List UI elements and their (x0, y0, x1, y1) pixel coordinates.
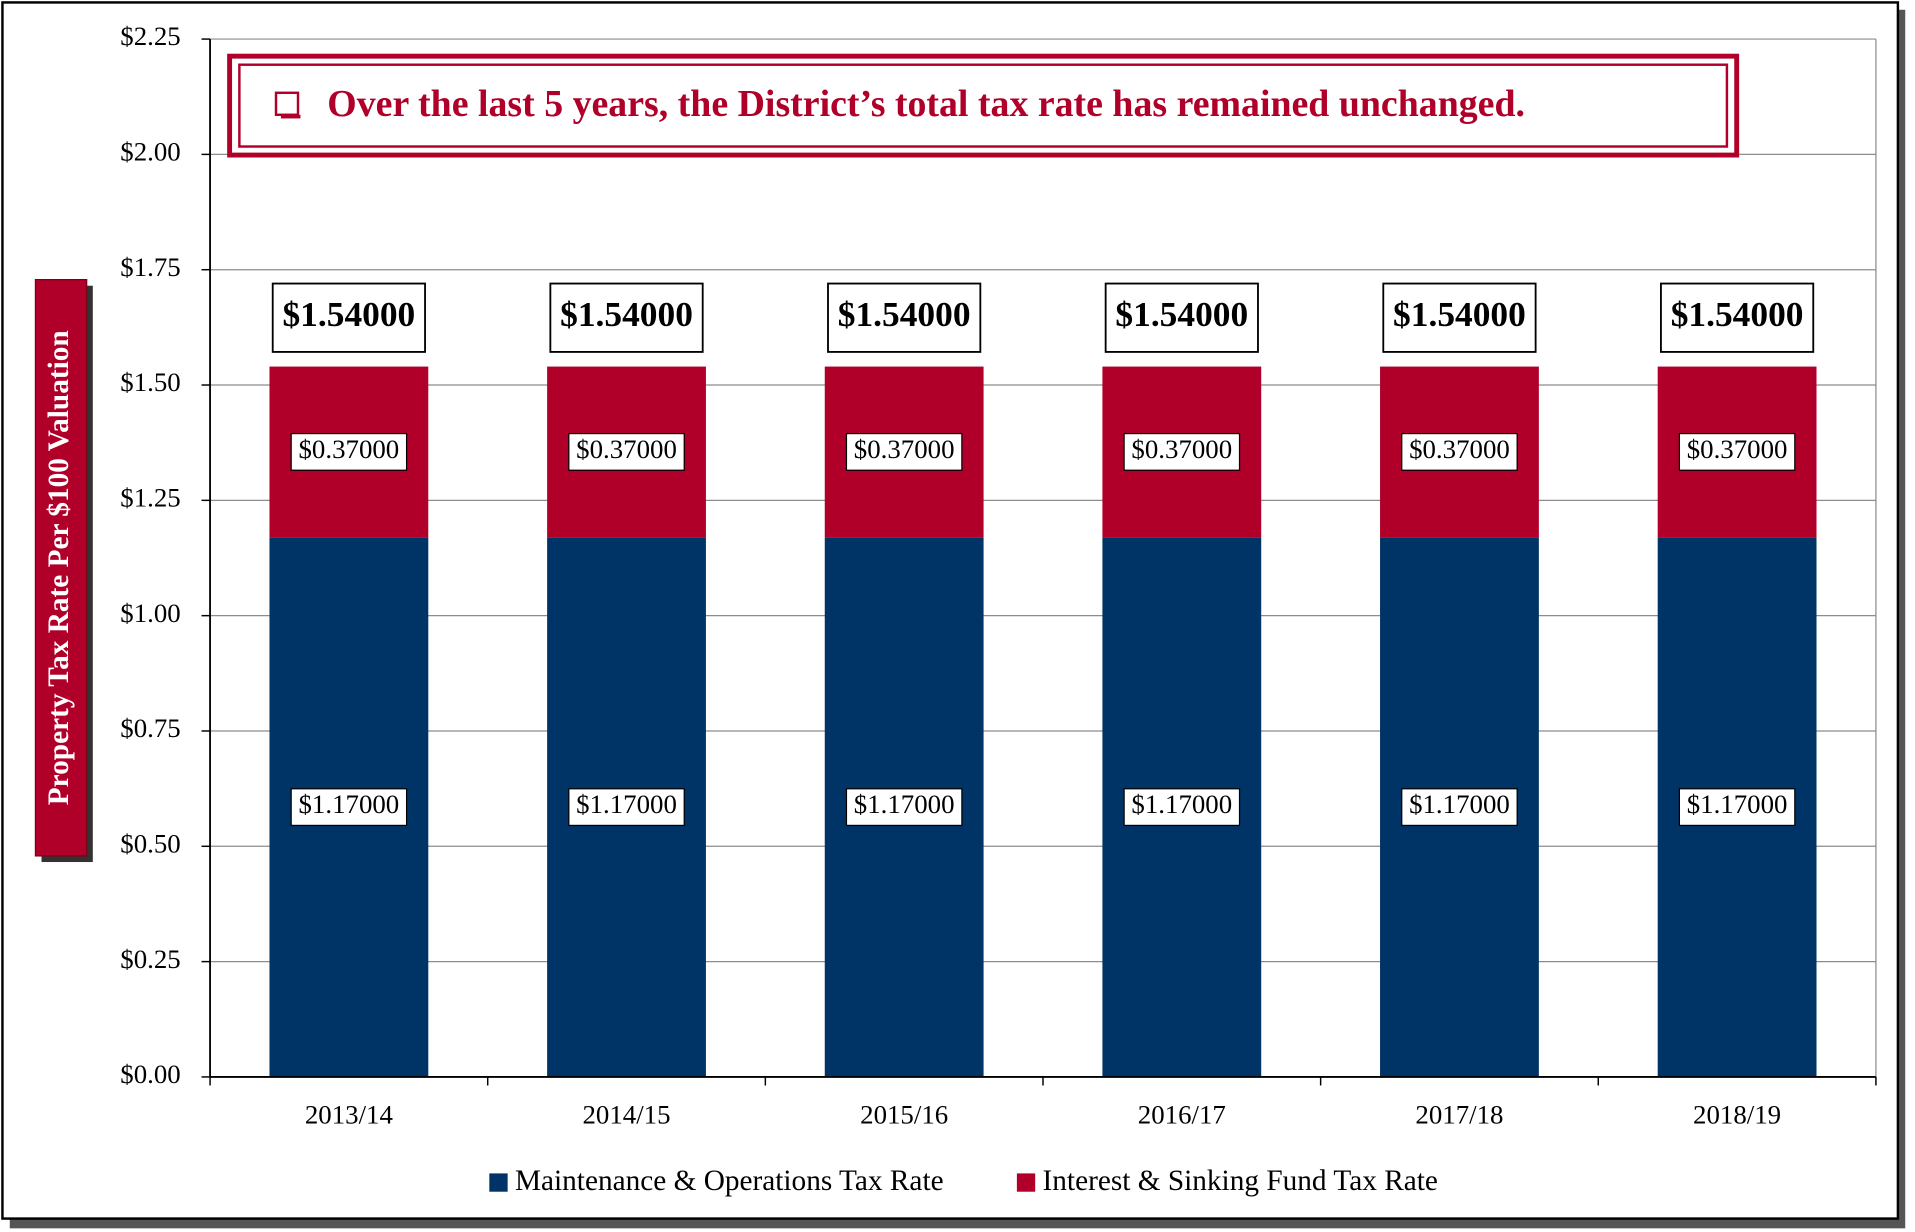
total-label-box (1104, 282, 1259, 353)
value-label: $0.37000 (299, 434, 400, 464)
value-label: $0.37000 (1131, 434, 1232, 464)
value-label: $0.37000 (854, 434, 955, 464)
legend-swatch (1016, 1173, 1036, 1192)
value-label-box (1401, 432, 1518, 471)
value-label-box (1678, 432, 1796, 471)
y-tick-label: $0.25 (120, 944, 180, 974)
x-tick-label: 2015/16 (860, 1099, 948, 1129)
value-label-box (845, 788, 963, 827)
total-label: $1.54000 (1393, 294, 1526, 334)
value-label-box (290, 432, 408, 471)
y-label-box (34, 279, 88, 857)
value-label: $0.37000 (576, 434, 677, 464)
value-label: $1.17000 (1409, 789, 1510, 819)
total-label-box (1382, 282, 1537, 353)
x-tick-label: 2014/15 (582, 1099, 670, 1129)
value-label-box (1401, 788, 1518, 827)
total-label: $1.54000 (282, 294, 415, 334)
value-label: $0.37000 (1687, 434, 1788, 464)
legend-item: Maintenance & Operations Tax Rate (489, 1165, 944, 1197)
x-tick-label: 2013/14 (305, 1099, 394, 1129)
value-label: $1.17000 (1131, 789, 1232, 819)
total-label-box (1660, 282, 1815, 353)
total-label: $1.54000 (838, 294, 971, 334)
value-label: $1.17000 (1687, 789, 1788, 819)
legend-label: Maintenance & Operations Tax Rate (515, 1165, 944, 1197)
y-tick-label: $2.00 (120, 137, 180, 167)
y-axis-label: Property Tax Rate Per $100 Valuation (43, 330, 75, 805)
value-label-box (1123, 432, 1241, 471)
grid (210, 38, 1877, 1078)
y-tick-label: $0.75 (120, 713, 180, 743)
value-label-box (290, 788, 408, 827)
legend-swatch (489, 1173, 508, 1192)
value-label-box (568, 432, 685, 471)
value-label-box (1678, 788, 1796, 827)
total-label: $1.54000 (560, 294, 693, 334)
legend-label: Interest & Sinking Fund Tax Rate (1043, 1165, 1438, 1197)
value-label: $1.17000 (299, 789, 400, 819)
value-label: $1.17000 (854, 789, 955, 819)
total-label-box (549, 282, 704, 353)
annotation-box-inner (238, 63, 1729, 148)
total-label-box (271, 282, 426, 353)
x-tick-label: 2018/19 (1693, 1099, 1781, 1129)
legend-item: Interest & Sinking Fund Tax Rate (1016, 1165, 1438, 1197)
checkbox (274, 91, 300, 116)
x-tick-label: 2017/18 (1415, 1099, 1503, 1129)
value-label: $1.17000 (576, 789, 677, 819)
total-label: $1.54000 (1115, 294, 1248, 334)
value-label-box (845, 432, 963, 471)
y-tick-label: $1.75 (120, 252, 180, 282)
y-tick-label: $1.50 (120, 367, 180, 397)
y-tick-label: $1.00 (120, 598, 180, 628)
y-tick-label: $1.25 (120, 483, 180, 513)
y-tick-label: $0.00 (120, 1059, 180, 1089)
checkbox-shadow (280, 114, 301, 119)
y-tick-label: $0.50 (120, 828, 180, 858)
x-tick-label: 2016/17 (1138, 1099, 1226, 1129)
annotation: Over the last 5 years, the District’s to… (327, 83, 1525, 125)
value-label: $0.37000 (1409, 434, 1510, 464)
total-label: $1.54000 (1671, 294, 1804, 334)
value-label-box (1123, 788, 1241, 827)
y-tick-label: $2.25 (120, 21, 180, 51)
total-label-box (827, 282, 982, 353)
value-label-box (568, 788, 685, 827)
